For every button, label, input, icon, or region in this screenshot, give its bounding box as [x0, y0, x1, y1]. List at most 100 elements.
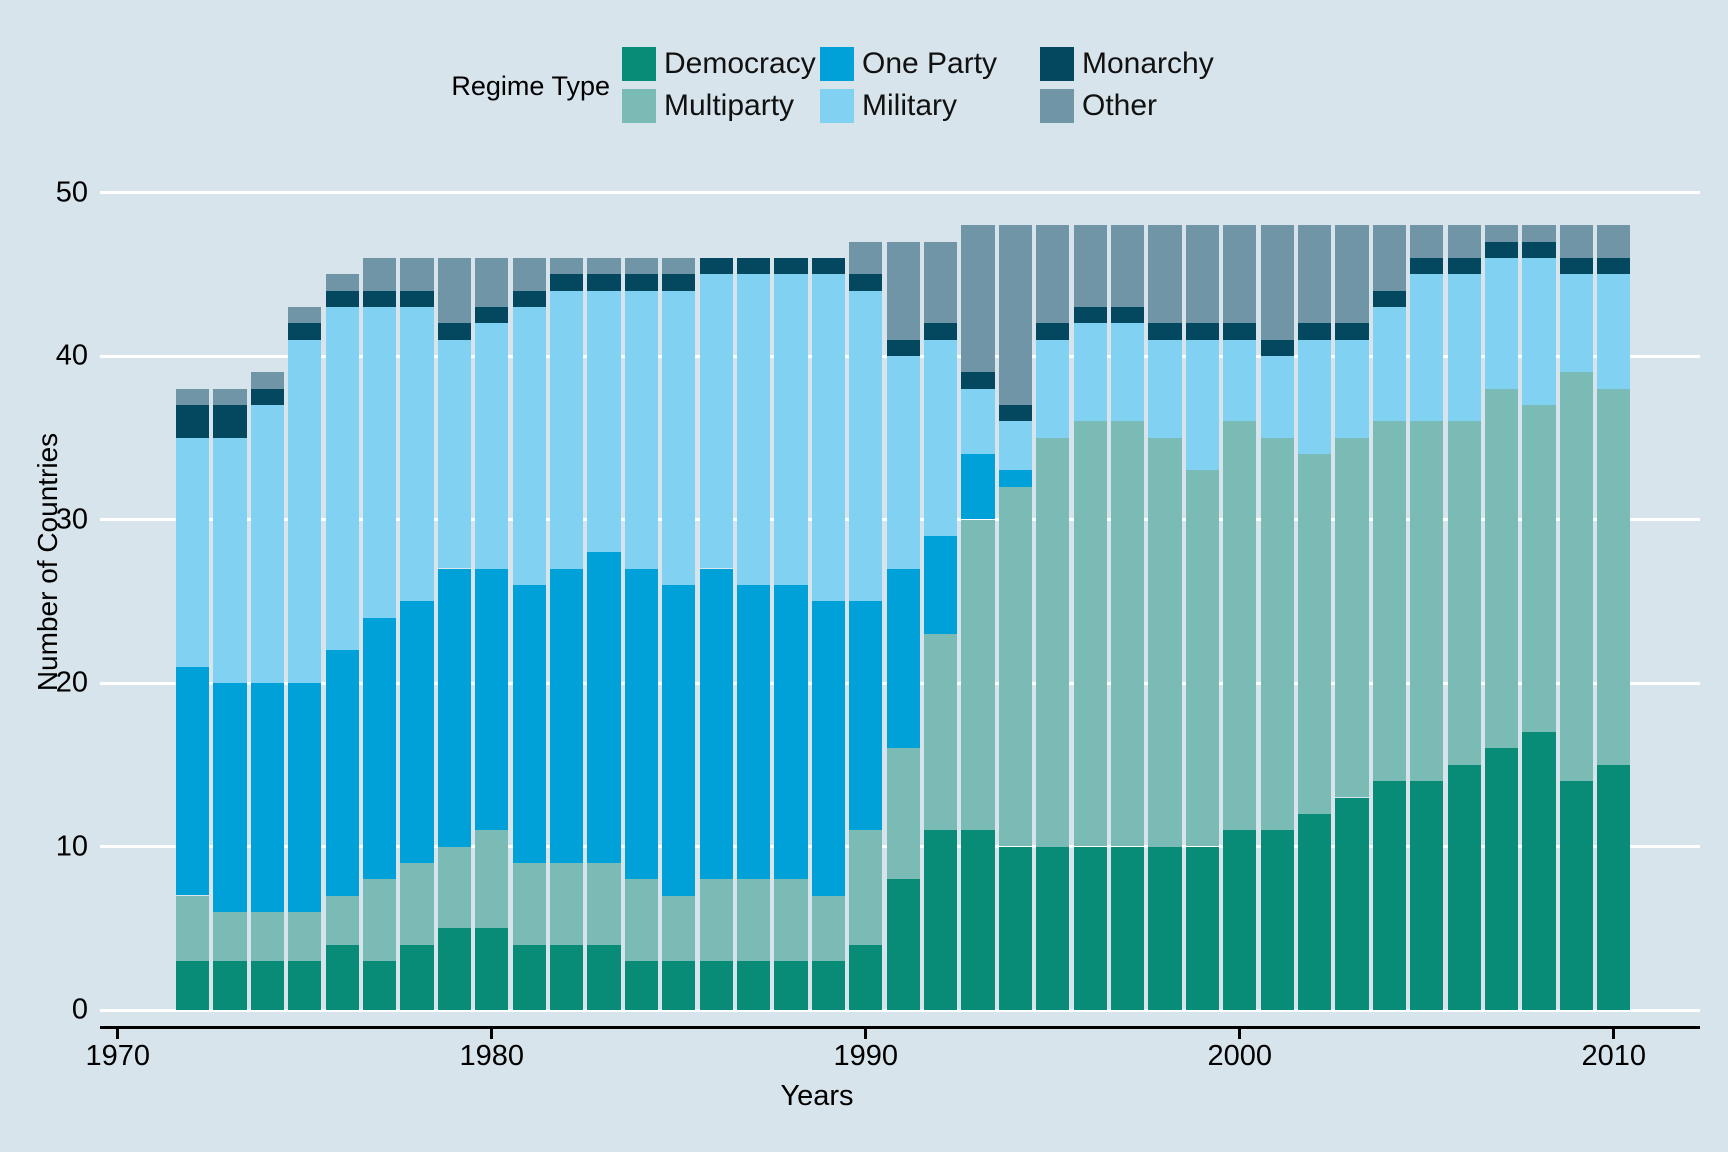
- bar-segment-1977-oneparty: [363, 617, 397, 880]
- y-tick-label-30: 30: [55, 503, 88, 535]
- bar-segment-1978-democracy: [400, 944, 434, 1010]
- x-axis-line: [100, 1026, 1700, 1029]
- bar-segment-2009-multiparty: [1559, 372, 1593, 782]
- bar-segment-2004-other: [1372, 225, 1406, 291]
- bar-segment-1994-democracy: [998, 846, 1032, 1010]
- bar-segment-1976-military: [325, 306, 359, 651]
- x-tick-label-2010: 2010: [1581, 1040, 1647, 1072]
- bar-segment-1996-democracy: [1073, 846, 1107, 1010]
- bar-segment-1981-democracy: [512, 944, 546, 1010]
- legend-label-democracy: Democracy: [664, 47, 816, 80]
- legend-swatch-oneparty: [820, 47, 854, 81]
- bar-segment-1993-oneparty: [961, 454, 995, 520]
- bar-segment-2001-monarchy: [1260, 339, 1294, 356]
- x-tick-mark-2010: [1612, 1026, 1616, 1039]
- bar-segment-2009-monarchy: [1559, 257, 1593, 275]
- bar-segment-1992-other: [924, 241, 958, 324]
- bar-segment-1989-oneparty: [811, 601, 845, 896]
- bar-segment-1988-democracy: [774, 961, 808, 1011]
- bar-segment-1987-military: [737, 274, 771, 585]
- legend-swatch-military: [820, 89, 854, 123]
- bar-segment-1992-democracy: [924, 830, 958, 1010]
- bar-segment-1999-multiparty: [1185, 470, 1219, 847]
- bar-segment-1998-military: [1148, 339, 1182, 438]
- bar-segment-1990-multiparty: [849, 830, 883, 945]
- legend-title: Regime Type: [451, 71, 610, 101]
- bar-segment-1979-oneparty: [437, 568, 471, 847]
- bar-segment-1974-military: [250, 405, 284, 683]
- bar-segment-1978-military: [400, 306, 434, 602]
- bar-segment-1984-multiparty: [624, 879, 658, 961]
- legend-label-military: Military: [862, 89, 957, 122]
- bar-segment-1975-oneparty: [288, 683, 322, 912]
- bar-segment-1974-democracy: [250, 961, 284, 1011]
- bar-segment-1981-monarchy: [512, 290, 546, 307]
- bar-segment-1999-monarchy: [1185, 323, 1219, 340]
- bar-segment-1972-monarchy: [176, 405, 210, 438]
- bar-segment-2006-monarchy: [1447, 257, 1481, 275]
- bar-segment-1980-monarchy: [475, 306, 509, 324]
- bar-segment-1991-military: [886, 356, 920, 569]
- bar-segment-1999-other: [1185, 225, 1219, 324]
- bar-segment-2003-military: [1335, 339, 1369, 438]
- bar-segment-1984-other: [624, 257, 658, 275]
- bar-segment-1988-multiparty: [774, 879, 808, 961]
- bar-segment-1998-democracy: [1148, 846, 1182, 1010]
- bar-segment-2000-military: [1223, 339, 1257, 422]
- bar-segment-1977-multiparty: [363, 879, 397, 961]
- y-tick-label-40: 40: [55, 339, 88, 372]
- y-tick-label-0: 0: [71, 993, 88, 1026]
- bar-segment-1976-democracy: [325, 944, 359, 1010]
- bar-segment-1984-democracy: [624, 961, 658, 1011]
- x-tick-label-2000: 2000: [1207, 1040, 1273, 1072]
- bar-segment-1985-military: [662, 290, 696, 585]
- bar-segment-1977-military: [363, 306, 397, 618]
- bar-segment-1984-oneparty: [624, 568, 658, 880]
- bar-segment-1986-monarchy: [699, 257, 733, 275]
- bar-segment-1983-multiparty: [587, 862, 621, 945]
- bar-segment-2003-multiparty: [1335, 437, 1369, 798]
- bar-segment-1992-multiparty: [924, 634, 958, 831]
- bar-segment-1984-monarchy: [624, 274, 658, 291]
- bar-segment-1976-oneparty: [325, 650, 359, 896]
- bar-segment-2010-monarchy: [1597, 257, 1631, 275]
- bar-segment-1985-oneparty: [662, 584, 696, 896]
- bar-segment-2002-multiparty: [1298, 454, 1332, 814]
- bar-segment-2004-monarchy: [1372, 290, 1406, 307]
- bar-segment-1974-other: [250, 372, 284, 389]
- bar-segment-1997-military: [1111, 323, 1145, 422]
- bar-segment-2003-monarchy: [1335, 323, 1369, 340]
- bar-segment-2010-democracy: [1597, 764, 1631, 1011]
- bar-segment-2008-other: [1522, 225, 1556, 242]
- bar-segment-2003-other: [1335, 225, 1369, 324]
- bar-segment-1995-other: [1036, 225, 1070, 324]
- bar-segment-2005-military: [1410, 274, 1444, 422]
- bar-segment-1980-multiparty: [475, 830, 509, 929]
- y-tick-label-20: 20: [55, 666, 88, 699]
- bar-segment-1996-other: [1073, 225, 1107, 307]
- bar-segment-2000-multiparty: [1223, 421, 1257, 831]
- bar-segment-2003-democracy: [1335, 797, 1369, 1011]
- bar-segment-2006-democracy: [1447, 764, 1481, 1011]
- bar-segment-1997-other: [1111, 225, 1145, 307]
- bar-segment-1975-monarchy: [288, 323, 322, 340]
- bar-segment-2000-monarchy: [1223, 323, 1257, 340]
- bar-segment-1991-oneparty: [886, 568, 920, 749]
- bar-segment-1980-oneparty: [475, 568, 509, 831]
- bar-segment-2004-military: [1372, 306, 1406, 422]
- bar-segment-2006-other: [1447, 225, 1481, 258]
- legend: Regime Type Democracy Multiparty One Par…: [0, 0, 1728, 140]
- bar-segment-1972-other: [176, 388, 210, 406]
- bar-segment-1997-monarchy: [1111, 306, 1145, 324]
- bar-segment-1989-democracy: [811, 961, 845, 1011]
- bar-segment-1997-multiparty: [1111, 421, 1145, 847]
- bar-segment-1977-monarchy: [363, 290, 397, 307]
- gridline-50: [100, 191, 1700, 194]
- bar-segment-1984-military: [624, 290, 658, 569]
- bar-segment-2010-military: [1597, 274, 1631, 389]
- bar-segment-1980-democracy: [475, 928, 509, 1011]
- bar-segment-2002-military: [1298, 339, 1332, 455]
- bar-segment-2009-military: [1559, 274, 1593, 373]
- bar-segment-1973-monarchy: [213, 405, 247, 438]
- bar-segment-2007-multiparty: [1485, 388, 1519, 749]
